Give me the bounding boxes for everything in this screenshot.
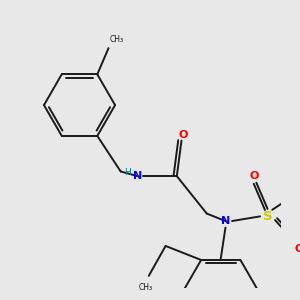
Text: CH₃: CH₃ — [110, 35, 124, 44]
Text: N: N — [221, 216, 230, 226]
Text: O: O — [179, 130, 188, 140]
Text: S: S — [263, 210, 272, 223]
Text: H: H — [124, 168, 131, 177]
Text: O: O — [295, 244, 300, 254]
Text: O: O — [250, 171, 259, 181]
Text: N: N — [133, 171, 142, 181]
Text: CH₃: CH₃ — [139, 284, 153, 292]
